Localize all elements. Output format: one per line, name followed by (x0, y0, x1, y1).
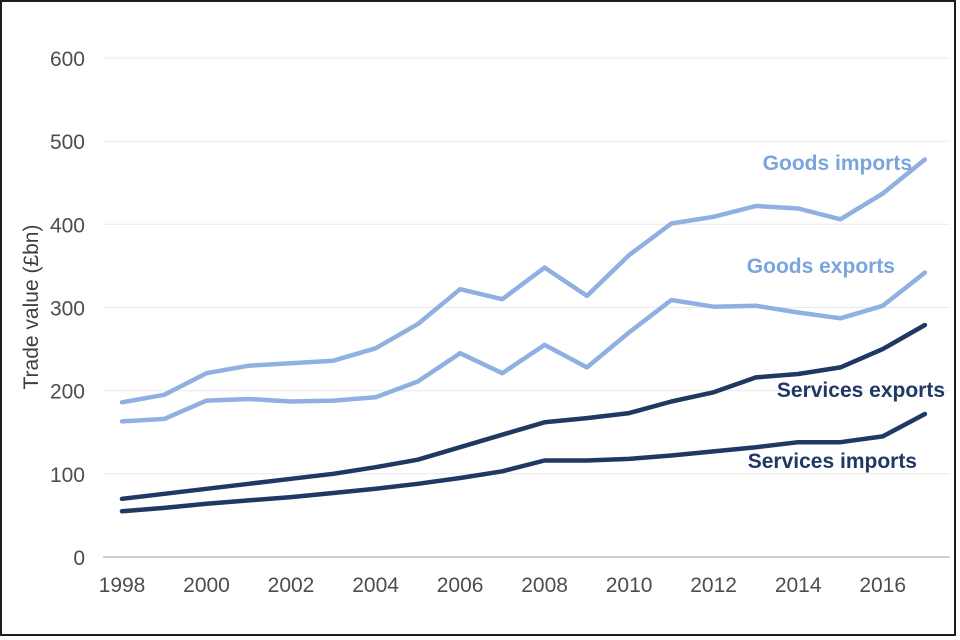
series-line-goods-exports (119, 270, 928, 424)
y-axis-tick-label: 400 (50, 214, 85, 237)
series-label-services-imports: Services imports (748, 450, 917, 473)
x-axis-tick-label: 2016 (859, 574, 906, 597)
x-axis-tick-label: 2004 (352, 574, 399, 597)
y-axis-tick-label: 300 (50, 298, 85, 321)
series-line-services-imports (119, 411, 928, 514)
x-axis-tick-label: 2012 (690, 574, 737, 597)
y-axis-tick-label: 100 (50, 464, 85, 487)
series-label-goods-imports: Goods imports (763, 152, 912, 175)
x-axis-tick-label: 1998 (99, 574, 146, 597)
x-axis-tick-label: 2000 (183, 574, 230, 597)
x-axis-tick-label: 2014 (775, 574, 822, 597)
y-axis-tick-label: 500 (50, 131, 85, 154)
series-label-goods-exports: Goods exports (747, 255, 895, 278)
y-axis-tick-label: 0 (73, 547, 85, 570)
x-axis-tick-label: 2010 (606, 574, 653, 597)
y-axis-tick-label: 200 (50, 381, 85, 404)
series-line-goods-imports (119, 157, 928, 405)
x-axis-tick-label: 2008 (521, 574, 568, 597)
x-axis-tick-label: 2002 (268, 574, 315, 597)
series-label-services-exports: Services exports (777, 379, 945, 402)
series-line-services-exports (119, 322, 928, 502)
y-axis-title: Trade value (£bn) (20, 224, 43, 390)
x-axis-tick-label: 2006 (437, 574, 484, 597)
y-axis-tick-label: 600 (50, 48, 85, 71)
